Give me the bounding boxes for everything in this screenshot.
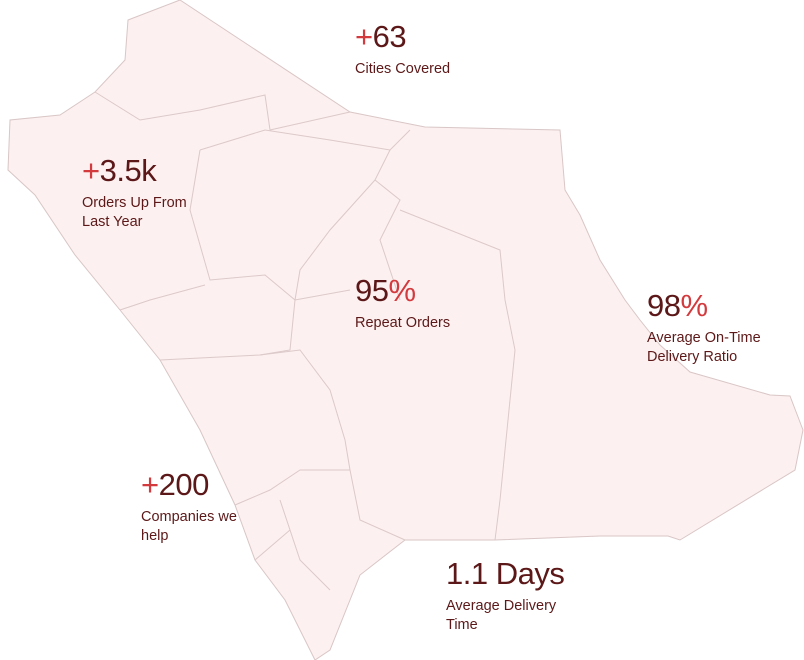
stat-value: 98 [647, 288, 681, 323]
stat-repeat-orders: 95% Repeat Orders [355, 274, 450, 333]
stat-value: 63 [372, 19, 407, 54]
stat-label: Companies we help [141, 509, 237, 544]
stat-label: Cities Covered [355, 61, 451, 77]
region-borders [94, 91, 516, 591]
stat-value: 3.5k [99, 153, 157, 188]
stat-label: Average Delivery Time [446, 598, 557, 633]
stat-on-time-ratio: 98% Average On-Time Delivery Ratio [647, 289, 787, 367]
stat-suffix: % [680, 288, 708, 323]
stat-cities-covered: +63 Cities Covered [355, 20, 450, 79]
stat-prefix: + [355, 19, 373, 54]
stat-label: Average On-Time Delivery Ratio [647, 330, 761, 365]
stat-companies: +200 Companies we help [141, 468, 261, 546]
stat-suffix: % [388, 273, 416, 308]
stat-value: 1.1 Days [446, 556, 565, 591]
stat-label: Orders Up From Last Year [82, 195, 187, 230]
stat-value: 200 [158, 467, 210, 502]
stat-prefix: + [141, 467, 159, 502]
stat-value: 95 [355, 273, 389, 308]
stat-delivery-time: 1.1 Days Average Delivery Time [446, 557, 581, 635]
stat-prefix: + [82, 153, 100, 188]
stat-orders-up: +3.5k Orders Up From Last Year [82, 154, 217, 232]
stat-label: Repeat Orders [355, 315, 451, 331]
